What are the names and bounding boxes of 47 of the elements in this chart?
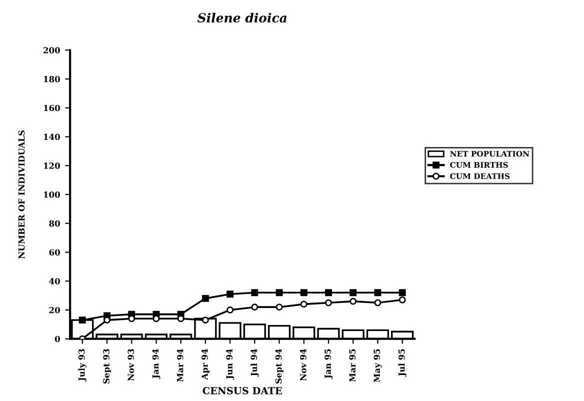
y-tick-label: 20 [49, 306, 60, 314]
y-tick-label: 0 [54, 336, 60, 342]
point [226, 306, 234, 314]
x-tick-label: Mar 95 [349, 349, 356, 382]
point [276, 304, 283, 311]
point [350, 298, 357, 305]
y-tick-label: 80 [49, 220, 60, 227]
y-tick-label: 140 [44, 134, 60, 140]
chart-title: Silene dioica [197, 12, 287, 23]
point [325, 299, 332, 306]
x-tick-label: Sept 94 [275, 348, 284, 384]
y-tick-label: 120 [44, 162, 60, 169]
x-tick-label: Jan 95 [324, 349, 333, 380]
point [202, 316, 209, 324]
point [226, 290, 234, 298]
y-axis-title: NUMBER OF INDIVIDUALS [18, 130, 25, 259]
point [300, 289, 308, 296]
x-tick-label: Apr 94 [202, 348, 210, 380]
point [374, 289, 382, 296]
y-tick-label: 100 [44, 191, 60, 198]
point [300, 300, 308, 308]
point [251, 289, 258, 296]
x-tick-label: Jul 95 [398, 349, 406, 377]
x-axis-title: CENSUS DATE [202, 387, 282, 394]
x-tick-label: Jan 94 [152, 348, 160, 380]
point [202, 294, 209, 302]
x-tick-label: Nov 94 [300, 348, 306, 381]
y-tick-label: 200 [44, 47, 60, 54]
point [276, 289, 283, 296]
point [374, 299, 382, 306]
y-tick-label: 180 [44, 76, 60, 82]
point [398, 289, 406, 296]
x-tick-label: Jun 94 [226, 348, 234, 380]
point [78, 316, 86, 324]
x-tick-label: Jul 94 [250, 348, 259, 377]
x-tick-label: May 95 [374, 349, 382, 382]
x-tick-label: Nov 93 [128, 349, 134, 381]
point [350, 289, 357, 296]
y-tick-label: 40 [49, 278, 60, 284]
y-tick-label: 60 [49, 249, 60, 256]
point [325, 289, 332, 296]
x-tick-label: Mar 94 [176, 348, 184, 382]
x-tick-label: Sept 93 [103, 349, 112, 384]
point [398, 296, 406, 304]
point [251, 304, 258, 311]
y-tick-label: 160 [44, 104, 60, 112]
x-tick-label: July 93 [78, 349, 86, 382]
